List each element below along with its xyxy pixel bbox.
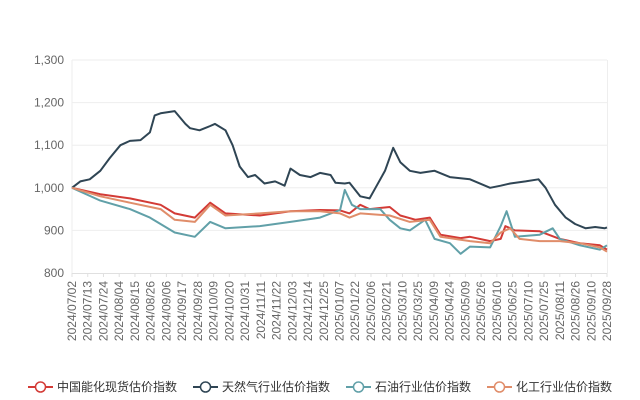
legend-item-chemical[interactable]: 化工行业估价指数 bbox=[487, 378, 612, 395]
x-tick-label: 2024/10/20 bbox=[222, 281, 236, 341]
legend-label: 中国能化现货估价指数 bbox=[56, 380, 177, 394]
legend-label: 天然气行业估价指数 bbox=[221, 380, 330, 394]
x-tick-label: 2024/07/02 bbox=[65, 281, 79, 341]
x-tick-label: 2024/08/15 bbox=[128, 281, 142, 341]
x-tick-label: 2024/10/09 bbox=[207, 281, 221, 341]
x-tick-label: 2025/01/07 bbox=[333, 281, 347, 341]
y-tick-label: 1,200 bbox=[34, 96, 64, 110]
y-tick-label: 900 bbox=[44, 223, 64, 237]
x-tick-label: 2025/09/10 bbox=[584, 281, 598, 341]
legend-marker-icon bbox=[192, 380, 218, 393]
series-line-3 bbox=[71, 186, 608, 253]
series-line-2 bbox=[71, 186, 608, 255]
x-tick-label: 2024/11/22 bbox=[270, 281, 284, 340]
legend: 中国能化现货估价指数 天然气行业估价指数 石油行业估价指数 化工行业估价指数 bbox=[0, 378, 640, 395]
y-axis: 800 900 1,000 1,100 1,200 1,300 bbox=[34, 53, 64, 280]
x-tick-label: 2024/12/03 bbox=[285, 281, 299, 341]
x-tick-label: 2024/12/14 bbox=[301, 281, 315, 341]
legend-marker-icon bbox=[487, 380, 513, 393]
x-tick-label: 2024/07/13 bbox=[81, 281, 95, 341]
x-tick-label: 2024/10/31 bbox=[238, 281, 252, 341]
y-tick-label: 1,000 bbox=[34, 181, 64, 195]
x-tick-label: 2025/06/10 bbox=[490, 281, 504, 341]
legend-label: 化工行业估价指数 bbox=[516, 380, 613, 394]
x-tick-label: 2025/03/10 bbox=[395, 281, 409, 341]
x-tick-label: 2025/04/09 bbox=[427, 281, 441, 341]
legend-item-natural-gas[interactable]: 天然气行业估价指数 bbox=[192, 378, 330, 395]
x-tick-label: 2024/09/17 bbox=[175, 281, 189, 341]
grid-lines bbox=[71, 59, 608, 273]
x-tick-label: 2025/07/10 bbox=[521, 281, 535, 341]
y-tick-label: 1,100 bbox=[34, 138, 64, 152]
x-tick-label: 2024/08/04 bbox=[112, 281, 126, 341]
x-tick-label: 2025/08/26 bbox=[569, 281, 583, 341]
series-lines bbox=[71, 110, 608, 255]
x-tick-label: 2024/12/25 bbox=[317, 281, 331, 341]
x-tick-label: 2025/01/22 bbox=[348, 281, 362, 341]
series-line-0 bbox=[71, 186, 608, 251]
legend-label: 石油行业估价指数 bbox=[375, 380, 472, 394]
x-tick-label: 2024/07/24 bbox=[96, 281, 110, 341]
x-tick-label: 2025/03/25 bbox=[411, 281, 425, 341]
x-tick-label: 2025/02/21 bbox=[380, 281, 394, 341]
x-tick-label: 2025/08/11 bbox=[553, 281, 567, 340]
x-tick-label: 2025/09/28 bbox=[600, 281, 614, 341]
x-tick-label: 2025/07/25 bbox=[537, 281, 551, 341]
legend-marker-icon bbox=[27, 380, 53, 393]
legend-marker-icon bbox=[346, 380, 371, 393]
legend-item-china-energy[interactable]: 中国能化现货估价指数 bbox=[27, 378, 177, 395]
x-axis: 2024/07/02 2024/07/13 2024/07/24 2024/08/04… bbox=[65, 273, 614, 341]
x-tick-label: 2025/02/06 bbox=[364, 281, 378, 341]
x-tick-label: 2024/08/26 bbox=[144, 281, 158, 341]
x-tick-label: 2025/05/09 bbox=[458, 281, 472, 341]
x-tick-label: 2024/09/28 bbox=[191, 281, 205, 341]
x-tick-label: 2025/06/25 bbox=[506, 281, 520, 341]
y-tick-label: 1,300 bbox=[34, 53, 64, 67]
legend-item-oil[interactable]: 石油行业估价指数 bbox=[346, 378, 471, 395]
x-tick-label: 2025/05/26 bbox=[474, 281, 488, 341]
x-tick-label: 2024/09/06 bbox=[159, 281, 173, 341]
x-tick-label: 2024/11/11 bbox=[254, 281, 268, 340]
x-tick-label: 2025/04/24 bbox=[443, 281, 457, 341]
y-tick-label: 800 bbox=[44, 266, 64, 280]
series-line-1 bbox=[71, 110, 608, 230]
